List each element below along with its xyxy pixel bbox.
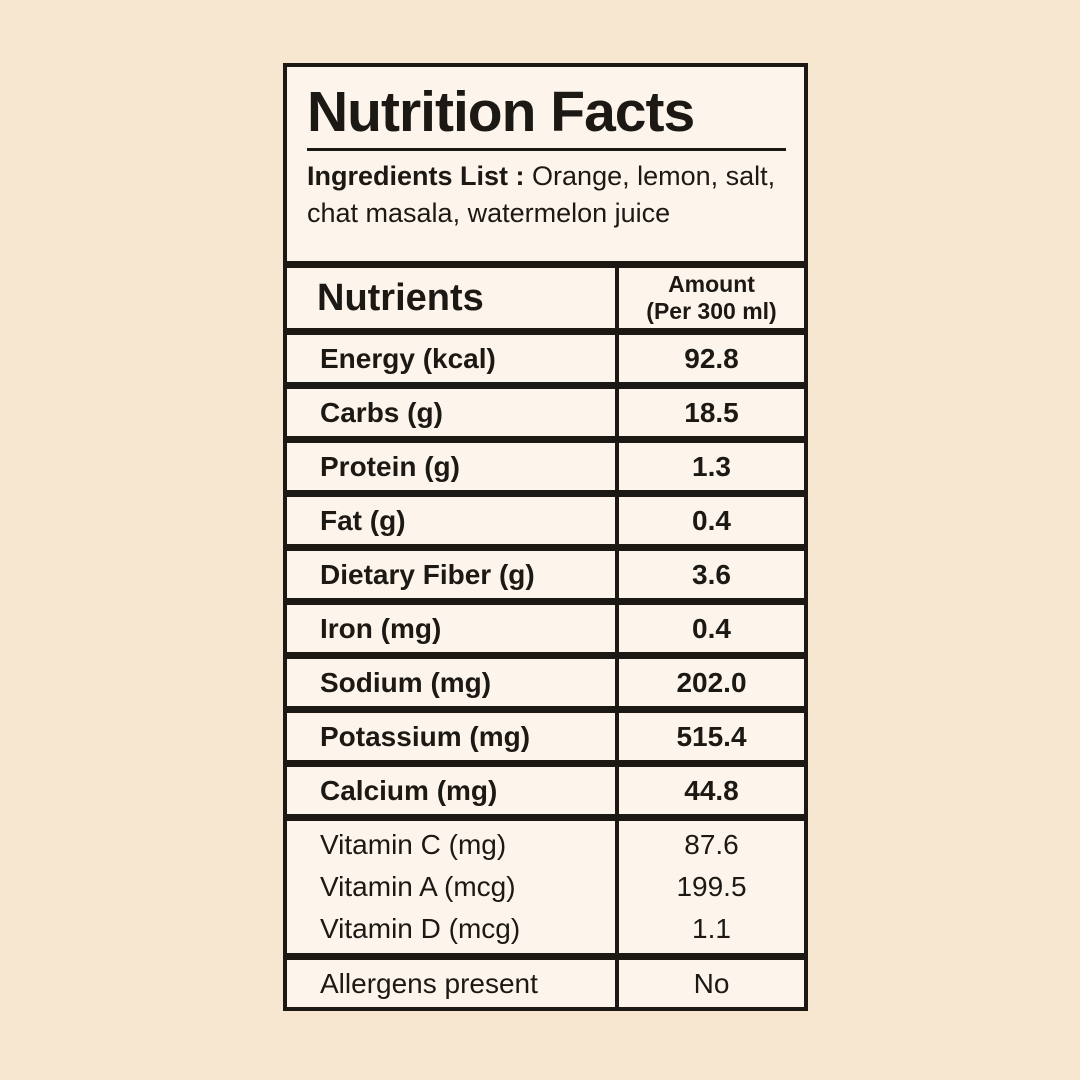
nutrient-label: Iron (mg) (287, 605, 619, 652)
nutrient-value: 0.4 (692, 504, 731, 536)
nutrient-label: Potassium (mg) (287, 713, 619, 760)
nutrient-value: 1.1 (692, 913, 731, 944)
column-header-nutrients: Nutrients (287, 268, 619, 328)
table-row-carbs: Carbs (g) 18.5 (283, 385, 808, 440)
amount-header-line2: (Per 300 ml) (646, 298, 777, 324)
nutrient-label: Calcium (mg) (287, 767, 619, 814)
nutrient-value: 3.6 (692, 558, 731, 590)
table-row-sodium: Sodium (mg) 202.0 (283, 655, 808, 710)
column-header-amount: Amount (Per 300 ml) (619, 268, 804, 328)
nutrient-label: Protein (g) (287, 443, 619, 490)
allergens-label: Allergens present (287, 960, 619, 1007)
title-section: Nutrition Facts Ingredients List : Orang… (283, 63, 808, 265)
table-row-protein: Protein (g) 1.3 (283, 439, 808, 494)
nutrient-label: Dietary Fiber (g) (287, 551, 619, 598)
nutrient-label: Vitamin D (mcg) (320, 913, 521, 944)
table-row-allergens: Allergens present No (283, 956, 808, 1011)
nutrient-value: 1.3 (692, 450, 731, 482)
nutrition-facts-label: Nutrition Facts Ingredients List : Orang… (283, 63, 808, 1011)
nutrient-label: Sodium (mg) (287, 659, 619, 706)
ingredients-text: Orange, lemon, salt, chat masala, waterm… (307, 161, 776, 228)
nutrient-label: Carbs (g) (287, 389, 619, 436)
table-row-iron: Iron (mg) 0.4 (283, 601, 808, 656)
page-title: Nutrition Facts (307, 80, 695, 144)
nutrient-value: 87.6 (684, 829, 739, 860)
allergens-value: No (693, 967, 730, 999)
nutrient-label: Vitamin C (mg) (320, 829, 507, 860)
nutrient-label: Energy (kcal) (287, 335, 619, 382)
title-underline (307, 148, 786, 151)
amount-header-line1: Amount (668, 271, 755, 297)
nutrient-value: 0.4 (692, 612, 731, 644)
table-row-fat: Fat (g) 0.4 (283, 493, 808, 548)
nutrient-label: Fat (g) (287, 497, 619, 544)
table-row-energy: Energy (kcal) 92.8 (283, 331, 808, 386)
table-header-row: Nutrients Amount (Per 300 ml) (283, 264, 808, 332)
table-row-vitamins: Vitamin C (mg) Vitamin A (mcg) Vitamin D… (283, 817, 808, 957)
nutrient-value: 44.8 (684, 774, 739, 806)
ingredients-list: Ingredients List : Orange, lemon, salt, … (307, 158, 786, 232)
ingredients-label: Ingredients List : (307, 161, 525, 191)
vitamins-values: 87.6 199.5 1.1 (619, 821, 804, 953)
nutrient-label: Vitamin A (mcg) (320, 871, 516, 902)
vitamins-labels: Vitamin C (mg) Vitamin A (mcg) Vitamin D… (287, 821, 619, 953)
nutrient-value: 199.5 (676, 871, 747, 902)
table-row-potassium: Potassium (mg) 515.4 (283, 709, 808, 764)
table-row-dietary-fiber: Dietary Fiber (g) 3.6 (283, 547, 808, 602)
nutrient-value: 515.4 (676, 720, 747, 752)
nutrient-value: 202.0 (676, 666, 747, 698)
table-row-calcium: Calcium (mg) 44.8 (283, 763, 808, 818)
nutrient-value: 18.5 (684, 396, 739, 428)
nutrient-value: 92.8 (684, 342, 739, 374)
